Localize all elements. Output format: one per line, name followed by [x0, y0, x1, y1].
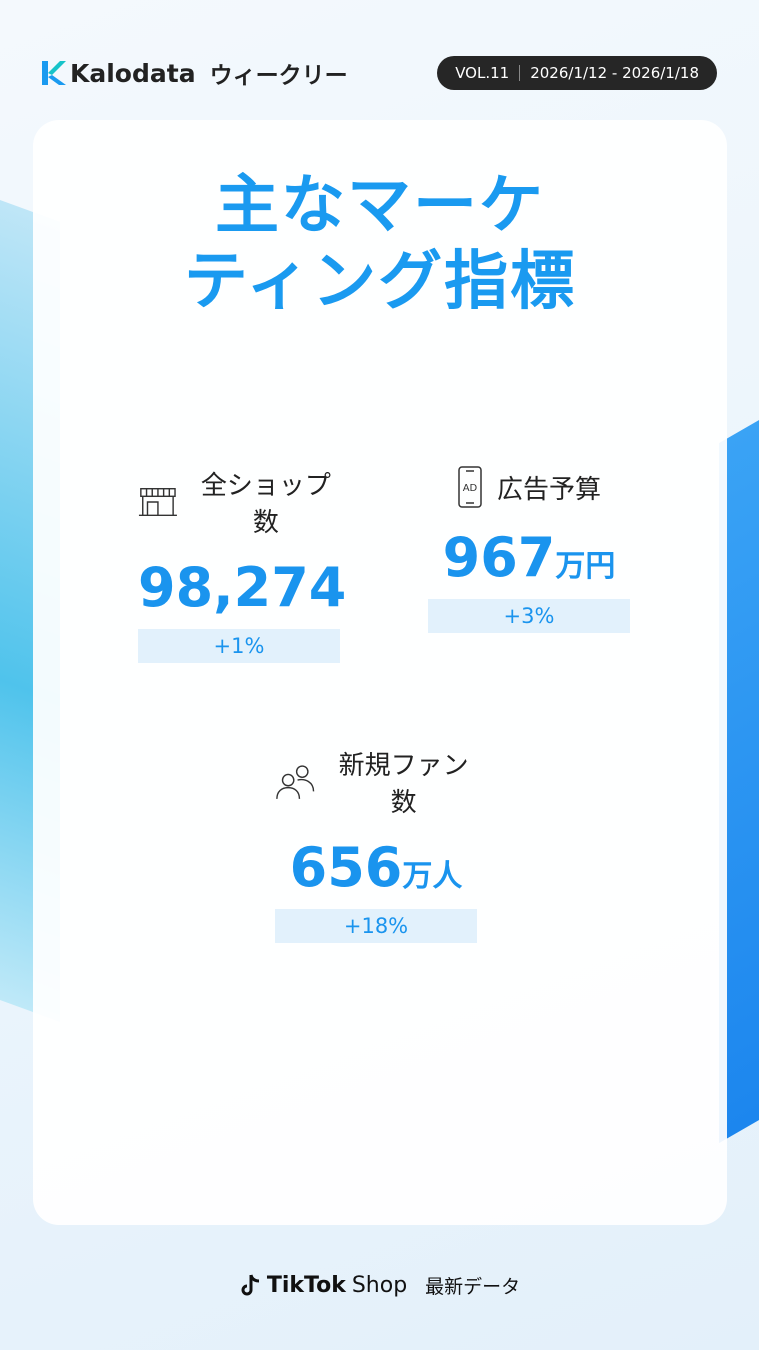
- date-range: 2026/1/12 - 2026/1/18: [530, 64, 699, 82]
- metric-unit: 万人: [402, 859, 463, 894]
- kalodata-logo-icon: [42, 61, 66, 85]
- tiktok-logo-icon: [241, 1274, 259, 1295]
- shop-label: Shop: [351, 1273, 408, 1298]
- metric-value: 656: [289, 836, 403, 899]
- tiktok-label: TikTok: [266, 1273, 346, 1298]
- metric-label: 広告予算: [496, 474, 601, 505]
- brand-name: Kalodata: [70, 58, 196, 88]
- ad-phone-icon: AD: [458, 466, 482, 508]
- title-line: 主なマーケ: [215, 169, 545, 243]
- volume: VOL.11: [455, 64, 510, 82]
- store-icon: [138, 487, 177, 517]
- metric-new-fans: 新規ファン数 656万人 +18%: [275, 745, 477, 943]
- metric-unit: 万円: [555, 549, 616, 584]
- metric-ad-budget: AD 広告予算 967万円 +3%: [428, 465, 630, 633]
- users-icon: [276, 765, 315, 799]
- header: Kalodata ウィークリー VOL.11 2026/1/12 - 2026/…: [40, 56, 717, 90]
- issue-badge: VOL.11 2026/1/12 - 2026/1/18: [437, 56, 717, 90]
- latest-data-label: 最新データ: [425, 1276, 521, 1298]
- svg-text:AD: AD: [463, 483, 478, 494]
- metric-change: +3%: [428, 599, 630, 633]
- footer: TikTok Shop 最新データ: [0, 1272, 759, 1299]
- metric-value: 967: [442, 526, 556, 589]
- metric-total-shops: 全ショップ数 98,274 +1%: [138, 465, 346, 663]
- kalodata-logo: Kalodata: [40, 59, 196, 88]
- metrics-card: 主なマーケ ティング指標 全ショップ数 98,274 +1% AD 広告予算 96…: [33, 120, 727, 1225]
- metric-change: +18%: [275, 909, 477, 943]
- metric-label: 新規ファン数: [338, 751, 469, 818]
- page-title: 主なマーケ ティング指標: [33, 168, 727, 320]
- metric-label: 全ショップ数: [200, 471, 331, 538]
- divider: [519, 65, 521, 81]
- title-line: ティング指標: [183, 245, 577, 319]
- header-subtitle: ウィークリー: [209, 63, 348, 89]
- metric-value: 98,274: [138, 556, 347, 619]
- metric-change: +1%: [138, 629, 340, 663]
